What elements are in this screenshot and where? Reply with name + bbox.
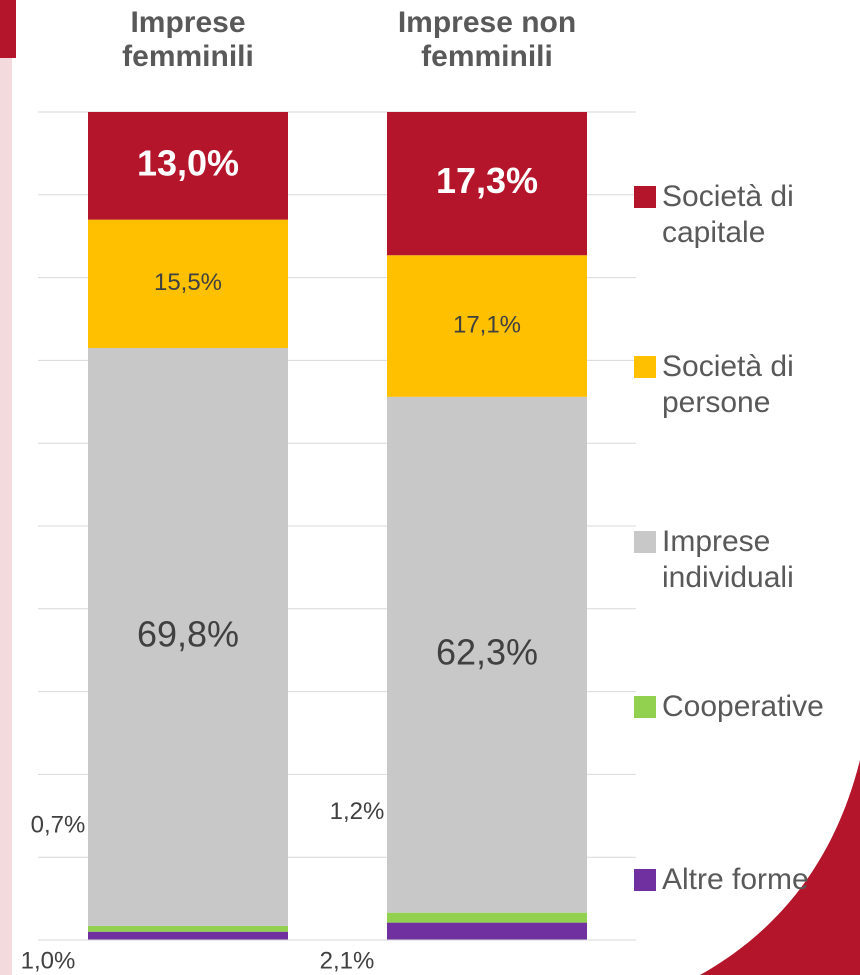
bar-segment	[88, 112, 288, 220]
legend-label: Cooperative	[662, 690, 824, 723]
legend-label: Altre forme	[662, 863, 809, 896]
legend-swatch	[634, 531, 656, 553]
legend-label: Imprese individuali	[662, 525, 794, 594]
bar-segment	[387, 922, 587, 940]
legend-label: Società di persone	[662, 350, 794, 419]
value-label: 17,3%	[436, 160, 538, 201]
value-label: 2,1%	[320, 947, 375, 974]
x-tick-label: Imprese non femminili	[397, 6, 577, 73]
value-label: 69,8%	[137, 613, 239, 654]
bar-segment	[88, 931, 288, 940]
value-label: 13,0%	[137, 142, 239, 183]
bar-segment	[387, 396, 587, 913]
legend-swatch	[634, 186, 656, 208]
bar-segment	[88, 219, 288, 348]
legend-label: Società di capitale	[662, 180, 794, 249]
corner-swoosh	[700, 760, 860, 975]
side-strip	[0, 0, 12, 975]
value-label: 1,0%	[21, 947, 76, 974]
side-accent	[0, 0, 16, 58]
value-label: 15,5%	[154, 269, 222, 296]
value-label: 17,1%	[453, 311, 521, 338]
legend-swatch	[634, 356, 656, 378]
bar-segment	[387, 912, 587, 923]
value-label: 62,3%	[436, 631, 538, 672]
bar-segment	[387, 112, 587, 256]
value-label: 1,2%	[330, 798, 385, 825]
bar-segment	[88, 347, 288, 926]
legend-swatch	[634, 869, 656, 891]
value-label: 0,7%	[31, 811, 86, 838]
bar-segment	[387, 255, 587, 397]
legend-swatch	[634, 696, 656, 718]
bar-segment	[88, 925, 288, 932]
x-tick-label: Imprese femminili	[122, 6, 254, 73]
